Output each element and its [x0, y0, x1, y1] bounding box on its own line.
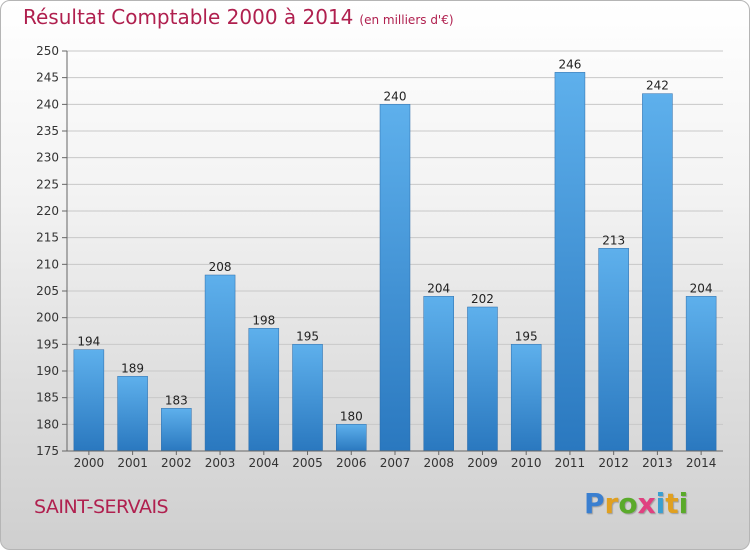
logo-letter: r	[604, 487, 619, 520]
bar-value-label: 202	[471, 292, 494, 306]
bar-value-label: 195	[515, 329, 538, 343]
x-tick-label: 2004	[249, 456, 280, 470]
y-tick-label: 180	[36, 417, 59, 431]
bar-value-label: 246	[558, 57, 581, 71]
bar	[248, 328, 280, 452]
bar-value-label: 240	[384, 89, 407, 103]
bar-value-label: 189	[121, 361, 144, 375]
bar	[117, 376, 148, 452]
chart-title: Résultat Comptable 2000 à 2014 (en millie…	[23, 5, 454, 29]
x-tick-label: 2005	[292, 456, 323, 470]
bar	[204, 274, 236, 452]
bar-value-label: 180	[340, 409, 363, 423]
bar	[336, 424, 367, 452]
y-tick-label: 220	[36, 204, 59, 218]
bar	[554, 72, 586, 452]
chart-title-text: Résultat Comptable 2000 à 2014	[23, 5, 354, 29]
y-tick-label: 250	[36, 44, 59, 58]
logo-letter: t	[665, 487, 679, 520]
bar-value-label: 195	[296, 329, 319, 343]
logo-letter: i	[678, 487, 689, 520]
bar	[379, 104, 411, 452]
bar-value-label: 213	[602, 233, 625, 247]
y-tick-label: 235	[36, 124, 59, 138]
logo-letter: o	[618, 487, 638, 520]
y-tick-label: 240	[36, 97, 59, 111]
bar	[467, 306, 498, 452]
city-name: SAINT-SERVAIS	[34, 496, 169, 518]
x-tick-label: 2006	[336, 456, 367, 470]
bars: 194 189 183 208 198 195 180 240 204 202 195 246 213 2…	[73, 57, 717, 452]
bar	[73, 349, 105, 452]
y-tick-label: 210	[36, 257, 59, 271]
y-tick-label: 200	[36, 311, 59, 325]
y-tick-label: 205	[36, 284, 59, 298]
x-tick-label: 2001	[117, 456, 148, 470]
bar	[161, 408, 192, 452]
logo-letter: i	[655, 487, 666, 520]
bar-value-label: 204	[690, 281, 713, 295]
bar-value-label: 208	[209, 260, 232, 274]
bar-value-label: 204	[427, 281, 450, 295]
y-tick-label: 175	[36, 444, 59, 458]
y-tick-label: 215	[36, 231, 59, 245]
bar	[423, 296, 454, 452]
x-tick-label: 2002	[161, 456, 192, 470]
proxiti-logo: Proxiti	[584, 487, 688, 520]
y-tick-label: 190	[36, 364, 59, 378]
y-tick-label: 185	[36, 391, 59, 405]
bar-value-label: 183	[165, 393, 188, 407]
x-tick-label: 2012	[598, 456, 629, 470]
x-tick-label: 2007	[380, 456, 411, 470]
y-tick-label: 225	[36, 177, 59, 191]
x-tick-label: 2000	[74, 456, 105, 470]
x-tick-label: 2003	[205, 456, 236, 470]
x-tick-label: 2009	[467, 456, 498, 470]
y-tick-label: 195	[36, 337, 59, 351]
logo-letter: P	[584, 487, 605, 520]
chart-unit: (en milliers d'€)	[359, 13, 454, 27]
bar	[685, 296, 717, 452]
y-tick-label: 245	[36, 71, 59, 85]
x-tick-label: 2008	[423, 456, 454, 470]
bar	[292, 344, 323, 452]
y-tick-label: 230	[36, 151, 59, 165]
bar-value-label: 198	[252, 313, 275, 327]
logo-letter: x	[637, 487, 656, 520]
x-tick-label: 2013	[642, 456, 673, 470]
x-tick-label: 2010	[511, 456, 542, 470]
bar	[642, 93, 673, 452]
bar-value-label: 194	[77, 335, 100, 349]
bar-value-label: 242	[646, 79, 669, 93]
y-axis: 175 180 185 190 195 200 205 210 215 220 225 230 235 2…	[36, 44, 68, 458]
x-tick-label: 2014	[686, 456, 717, 470]
bar	[510, 344, 542, 452]
bar	[598, 248, 629, 452]
x-tick-label: 2011	[555, 456, 586, 470]
x-axis: 2000 2001 2002 2003 2004 2005 2006 2007 2008 2009…	[67, 450, 723, 470]
